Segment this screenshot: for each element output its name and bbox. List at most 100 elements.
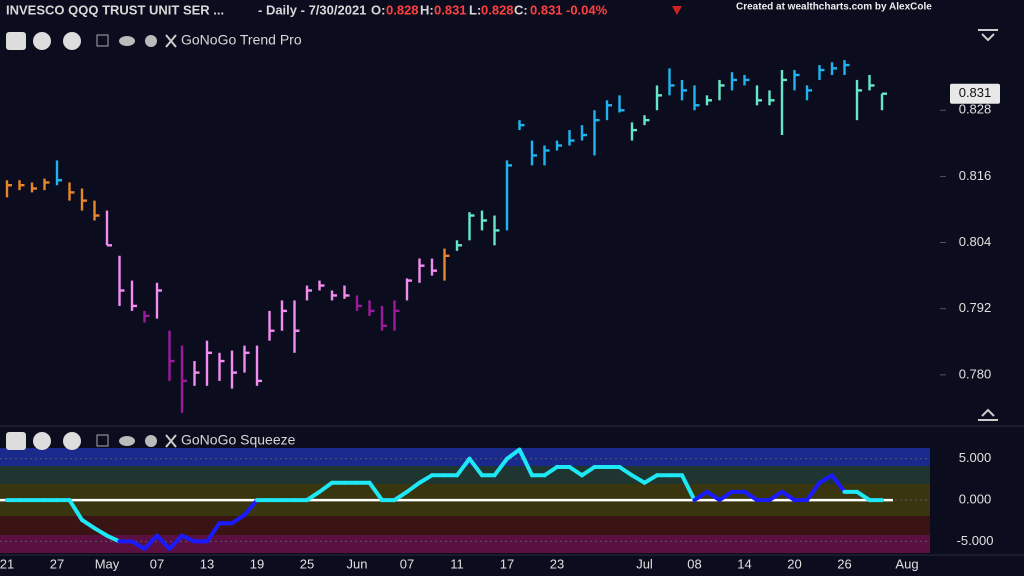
close-icon[interactable] bbox=[165, 34, 177, 48]
squeeze-segment bbox=[505, 447, 522, 461]
x-tick-label: 27 bbox=[50, 556, 64, 571]
squeeze-segment bbox=[617, 465, 634, 478]
squeeze-segment bbox=[317, 480, 334, 494]
open-label: O: bbox=[371, 2, 385, 17]
squeeze-segment bbox=[242, 498, 259, 517]
x-tick-label: 19 bbox=[250, 556, 264, 571]
y-tick-label: 0.792 bbox=[959, 300, 992, 315]
up-button[interactable] bbox=[63, 432, 81, 450]
period: - Daily - 7/30/2021 bbox=[258, 2, 366, 17]
expand-button[interactable] bbox=[6, 32, 26, 50]
y-tick-label: 0.000 bbox=[959, 492, 992, 507]
y-tick-label: 5.000 bbox=[959, 450, 992, 465]
squeeze-segment bbox=[855, 489, 872, 503]
down-button[interactable] bbox=[33, 432, 51, 450]
squeeze-segment bbox=[805, 480, 822, 503]
last-price-tag bbox=[950, 83, 1000, 104]
y-tick-label: 0.828 bbox=[959, 102, 992, 117]
squeeze-segment bbox=[830, 473, 847, 494]
squeeze-segment bbox=[492, 456, 509, 478]
x-tick-label: 26 bbox=[837, 556, 851, 571]
squeeze-segment bbox=[142, 533, 159, 551]
squeeze-segment bbox=[417, 473, 434, 485]
gear-icon[interactable] bbox=[145, 35, 157, 47]
x-tick-label: May bbox=[95, 556, 120, 571]
squeeze-segment bbox=[155, 533, 172, 551]
close-icon[interactable] bbox=[165, 434, 177, 448]
squeeze-segment bbox=[80, 517, 97, 531]
x-tick-label: Aug bbox=[895, 556, 918, 571]
squeeze-segment bbox=[405, 480, 422, 494]
squeeze-segment bbox=[580, 465, 597, 478]
panel-title: GoNoGo Squeeze bbox=[181, 432, 296, 448]
band bbox=[0, 535, 930, 553]
squeeze-segment bbox=[630, 473, 647, 485]
x-tick-label: 07 bbox=[150, 556, 164, 571]
low-label: L: bbox=[469, 2, 481, 17]
squeeze-segment bbox=[517, 447, 534, 478]
low-value: 0.828 bbox=[481, 2, 514, 17]
symbol: INVESCO QQQ TRUST UNIT SER ... bbox=[6, 2, 224, 17]
high-value: 0.831 bbox=[434, 2, 467, 17]
squeeze-segment bbox=[455, 456, 472, 478]
squeeze-segment bbox=[542, 465, 559, 478]
squeeze-segment bbox=[205, 521, 222, 544]
squeeze-segment bbox=[680, 473, 697, 503]
squeeze-segment bbox=[105, 533, 122, 544]
close-label: C: bbox=[514, 2, 528, 17]
squeeze-segment bbox=[642, 473, 659, 485]
open-value: 0.828 bbox=[386, 2, 419, 17]
x-tick-label: 07 bbox=[400, 556, 414, 571]
squeeze-segment bbox=[767, 489, 784, 503]
squeeze-segment bbox=[230, 512, 247, 526]
squeeze-segment bbox=[467, 456, 484, 478]
band bbox=[0, 516, 930, 535]
eye-icon[interactable] bbox=[119, 436, 135, 446]
credit: Created at wealthcharts.com by AlexCole bbox=[736, 2, 932, 13]
last-price-label: 0.831 bbox=[959, 85, 992, 100]
squeeze-segment bbox=[167, 533, 184, 551]
y-tick-label: 0.780 bbox=[959, 366, 992, 381]
down-button[interactable] bbox=[33, 32, 51, 50]
y-tick-label: 0.816 bbox=[959, 168, 992, 183]
x-tick-label: 08 bbox=[687, 556, 701, 571]
down-arrow bbox=[672, 6, 682, 15]
x-tick-label: 20 bbox=[787, 556, 801, 571]
band bbox=[0, 466, 930, 484]
squeeze-segment bbox=[780, 489, 797, 503]
x-tick-label: 11 bbox=[450, 556, 464, 571]
squeeze-segment bbox=[67, 498, 84, 522]
squeeze-segment bbox=[692, 489, 709, 503]
squeeze-segment bbox=[817, 473, 834, 485]
squeeze-segment bbox=[705, 489, 722, 503]
collapse-box[interactable] bbox=[96, 34, 109, 47]
squeeze-segment bbox=[130, 539, 147, 551]
squeeze-segment bbox=[92, 526, 109, 538]
eye-icon[interactable] bbox=[119, 36, 135, 46]
x-tick-label: 14 bbox=[737, 556, 751, 571]
trend-toolbar[interactable] bbox=[6, 32, 177, 50]
panel-title: GoNoGo Trend Pro bbox=[181, 32, 302, 48]
x-tick-label: Jun bbox=[347, 556, 368, 571]
band bbox=[0, 448, 930, 466]
squeeze-segment bbox=[180, 533, 197, 544]
squeeze-segment bbox=[367, 480, 384, 503]
squeeze-segment bbox=[742, 489, 759, 503]
scale-handle[interactable] bbox=[978, 408, 998, 421]
x-tick-label: 25 bbox=[300, 556, 314, 571]
up-button[interactable] bbox=[63, 32, 81, 50]
gear-icon[interactable] bbox=[145, 435, 157, 447]
close-value: 0.831 bbox=[530, 2, 563, 17]
squeeze-toolbar[interactable] bbox=[6, 432, 177, 450]
squeeze-segment bbox=[305, 489, 322, 503]
y-tick-label: -5.000 bbox=[957, 533, 994, 548]
collapse-box[interactable] bbox=[96, 434, 109, 447]
expand-button[interactable] bbox=[6, 432, 26, 450]
x-tick-label: 17 bbox=[500, 556, 514, 571]
high-label: H: bbox=[420, 2, 434, 17]
squeeze-segment bbox=[392, 489, 409, 503]
scale-handle[interactable] bbox=[978, 29, 998, 42]
x-tick-label: 21 bbox=[0, 556, 14, 571]
squeeze-segment bbox=[717, 489, 734, 503]
